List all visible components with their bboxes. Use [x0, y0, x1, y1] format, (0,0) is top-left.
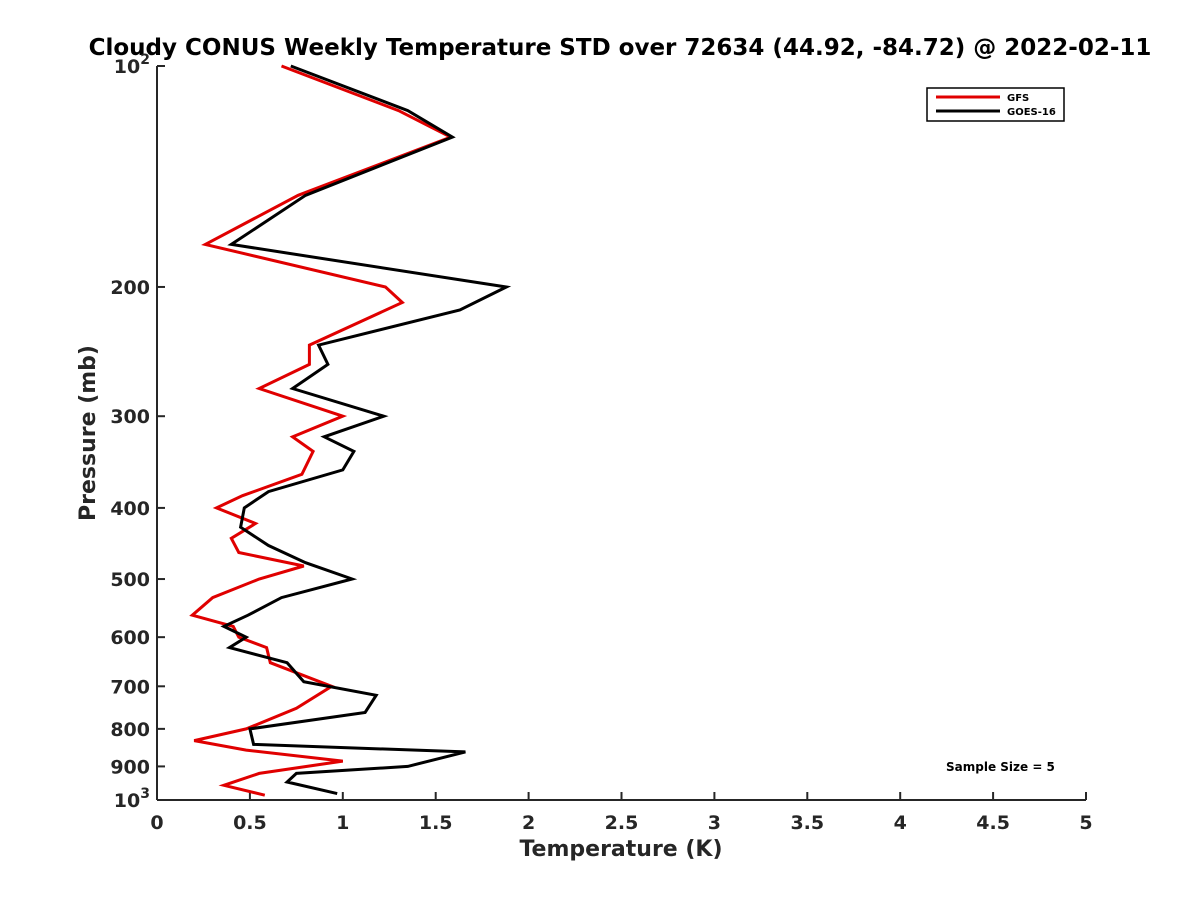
x-tick-label: 3 [708, 812, 721, 834]
y-tick-label: 700 [110, 676, 150, 698]
x-tick-label: 0.5 [233, 812, 267, 834]
y-tick-label: 500 [110, 569, 150, 591]
x-tick-label: 2.5 [605, 812, 639, 834]
x-tick-label: 4.5 [976, 812, 1010, 834]
x-axis-label: Temperature (K) [519, 837, 722, 862]
legend-box [926, 87, 1065, 122]
x-tick-label: 5 [1079, 812, 1092, 834]
x-tick-label: 1.5 [419, 812, 453, 834]
y-tick-label: 900 [110, 756, 150, 778]
y-tick-label: 600 [110, 627, 150, 649]
x-tick-label: 3.5 [790, 812, 824, 834]
x-tick-label: 4 [894, 812, 907, 834]
series-group [189, 64, 512, 797]
sample-size-annotation: Sample Size = 5 [946, 760, 1055, 774]
y-tick-label: 300 [110, 406, 150, 428]
x-tick-label: 0 [150, 812, 163, 834]
series-line-gfs [189, 64, 455, 797]
legend: GFS GOES-16 [926, 87, 1065, 122]
legend-label-goes16: GOES-16 [1007, 107, 1056, 118]
y-tick-label: 200 [110, 277, 150, 299]
y-tick-label: 800 [110, 719, 150, 741]
axes [156, 66, 1086, 801]
y-tick-label: 103 [114, 786, 150, 812]
y-tick-label: 400 [110, 498, 150, 520]
y-tick-label: 102 [114, 52, 150, 78]
y-ticks: 102 200 300 400 500 600 700 800 900 103 [110, 52, 165, 812]
x-tick-label: 2 [522, 812, 535, 834]
chart-title: Cloudy CONUS Weekly Temperature STD over… [89, 35, 1152, 61]
y-axis-label: Pressure (mb) [76, 345, 101, 521]
legend-label-gfs: GFS [1007, 93, 1029, 104]
series-line-goes16 [220, 64, 512, 796]
x-tick-label: 1 [336, 812, 349, 834]
x-ticks: 0 0.5 1 1.5 2 2.5 3 3.5 4 4.5 5 [150, 792, 1093, 834]
